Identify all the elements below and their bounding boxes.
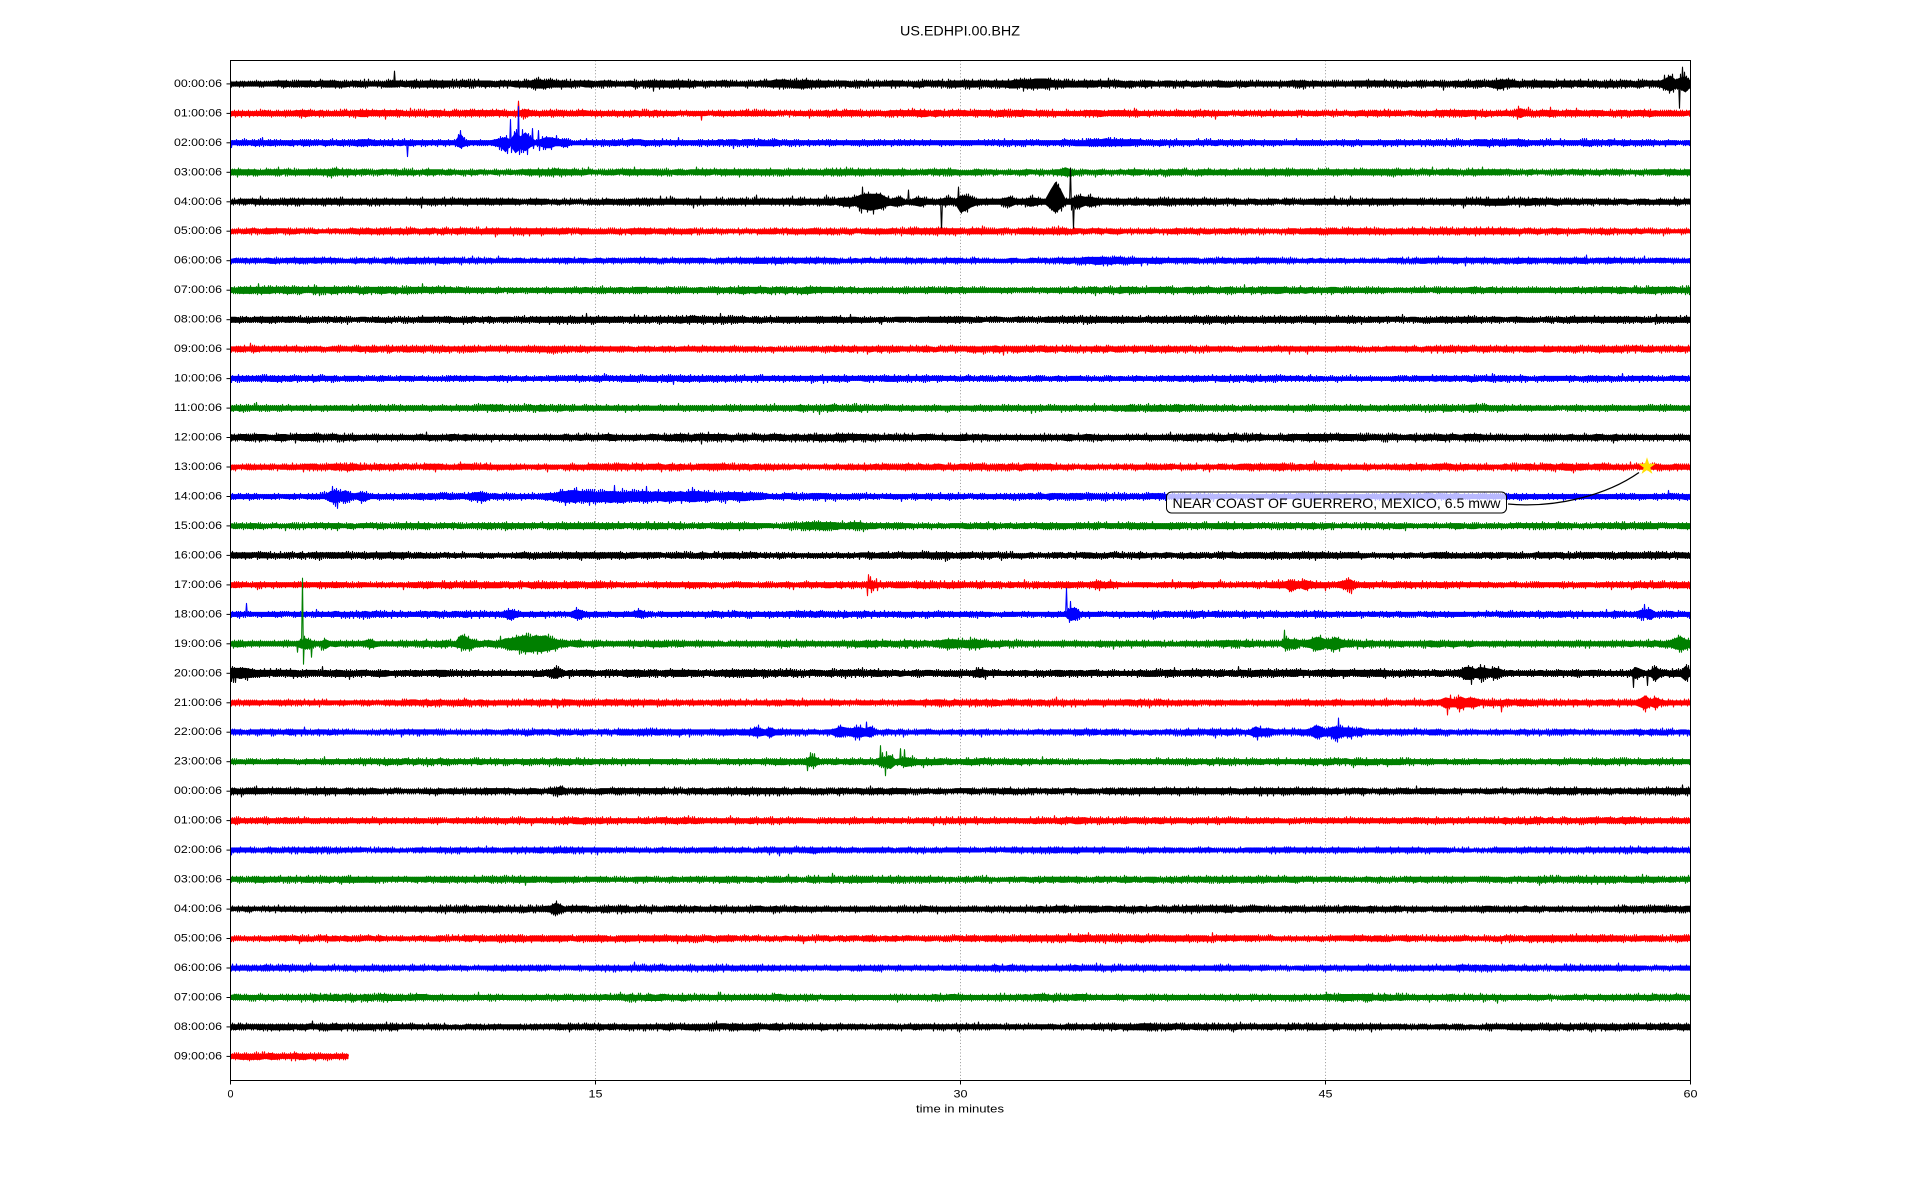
svg-text:07:00:06: 07:00:06 [174,284,222,296]
svg-text:05:00:06: 05:00:06 [174,933,222,945]
svg-text:US.EDHPI.00.BHZ: US.EDHPI.00.BHZ [900,23,1020,39]
svg-text:18:00:06: 18:00:06 [174,608,222,620]
svg-text:60: 60 [1684,1089,1698,1101]
svg-text:02:00:06: 02:00:06 [174,137,222,149]
svg-text:03:00:06: 03:00:06 [174,166,222,178]
svg-text:09:00:06: 09:00:06 [174,1050,222,1062]
svg-text:23:00:06: 23:00:06 [174,756,222,768]
svg-text:09:00:06: 09:00:06 [174,343,222,355]
svg-text:01:00:06: 01:00:06 [174,107,222,119]
svg-text:16:00:06: 16:00:06 [174,549,222,561]
svg-text:time in minutes: time in minutes [916,1104,1005,1116]
svg-text:03:00:06: 03:00:06 [174,874,222,886]
svg-text:14:00:06: 14:00:06 [174,491,222,503]
svg-text:08:00:06: 08:00:06 [174,1021,222,1033]
svg-text:13:00:06: 13:00:06 [174,461,222,473]
svg-text:08:00:06: 08:00:06 [174,314,222,326]
svg-text:15:00:06: 15:00:06 [174,520,222,532]
svg-text:45: 45 [1319,1089,1333,1101]
svg-text:01:00:06: 01:00:06 [174,815,222,827]
svg-text:15: 15 [589,1089,603,1101]
svg-text:17:00:06: 17:00:06 [174,579,222,591]
svg-text:06:00:06: 06:00:06 [174,255,222,267]
svg-text:0: 0 [227,1089,233,1101]
svg-text:00:00:06: 00:00:06 [174,78,222,90]
svg-text:19:00:06: 19:00:06 [174,638,222,650]
svg-text:00:00:06: 00:00:06 [174,785,222,797]
svg-text:10:00:06: 10:00:06 [174,373,222,385]
svg-text:11:00:06: 11:00:06 [174,402,222,414]
svg-text:20:00:06: 20:00:06 [174,667,222,679]
svg-text:02:00:06: 02:00:06 [174,844,222,856]
svg-text:21:00:06: 21:00:06 [174,697,222,709]
svg-text:06:00:06: 06:00:06 [174,962,222,974]
svg-text:04:00:06: 04:00:06 [174,903,222,915]
svg-text:NEAR COAST OF GUERRERO, MEXICO: NEAR COAST OF GUERRERO, MEXICO, 6.5 mww [1173,495,1502,511]
svg-text:05:00:06: 05:00:06 [174,225,222,237]
svg-text:22:00:06: 22:00:06 [174,726,222,738]
svg-text:04:00:06: 04:00:06 [174,196,222,208]
svg-text:30: 30 [954,1089,968,1101]
svg-text:12:00:06: 12:00:06 [174,432,222,444]
svg-text:07:00:06: 07:00:06 [174,992,222,1004]
